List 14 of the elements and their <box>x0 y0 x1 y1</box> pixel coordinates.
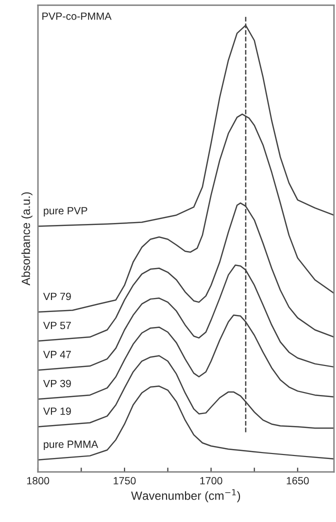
series-label: VP 57 <box>43 322 71 330</box>
series-label: pure PMMA <box>44 440 98 450</box>
x-tick-label: 1650 <box>286 477 309 484</box>
x-tick-label: 1750 <box>114 477 136 484</box>
x-tick-label: 1800 <box>27 477 50 484</box>
series-label: VP 19 <box>43 408 71 415</box>
x-axis-title: Wavenumber (cm$^{−1}$) <box>131 489 240 502</box>
series-label: VP 39 <box>43 380 71 388</box>
series-label: VP 79 <box>43 292 71 300</box>
series-label: VP 47 <box>43 350 71 358</box>
y-axis-title: Absorbance (a.u.) <box>21 192 32 286</box>
series-label: pure PVP <box>44 207 88 216</box>
text: PVP-co-PMMA <box>42 12 112 20</box>
x-tick-label: 1700 <box>200 477 222 484</box>
